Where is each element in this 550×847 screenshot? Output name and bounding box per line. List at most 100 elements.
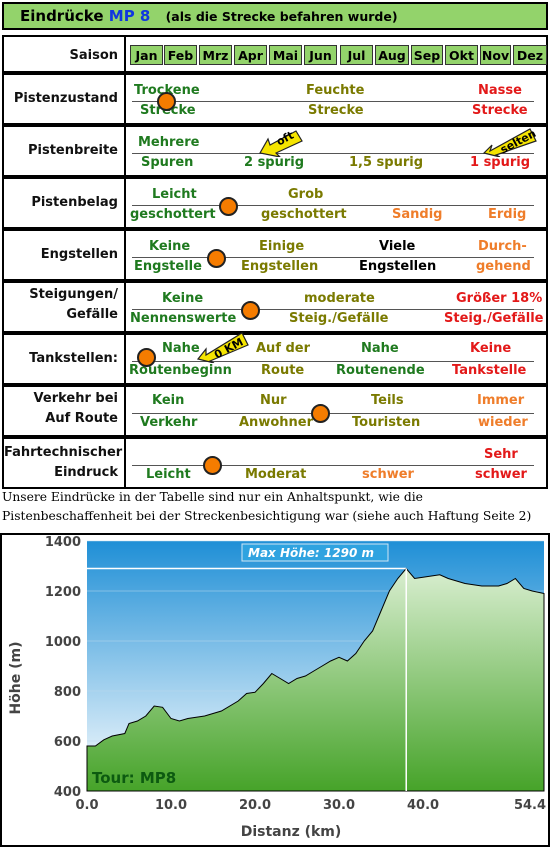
cell: Grob <box>288 187 324 202</box>
cell: Strecke <box>472 103 528 118</box>
cell: Feuchte <box>306 83 365 98</box>
month-sep: Sep <box>411 45 443 65</box>
tour-label: Tour: MP8 <box>92 769 176 787</box>
divider <box>124 75 126 123</box>
row-pistenbreite: Pistenbreite Mehrere Spuren 2 spurig 1,5… <box>2 125 548 177</box>
row-label: Steigungen/ <box>29 287 118 302</box>
cell: Leicht <box>146 467 191 482</box>
cell: Spuren <box>141 155 194 170</box>
annotation-box <box>241 543 389 562</box>
y-tick-label: 1000 <box>45 635 81 650</box>
row-fahrtechnik: Fahrtechnischer Eindruck Leicht Moderat … <box>2 437 548 489</box>
km-label: 0 KM <box>212 335 245 361</box>
y-tick-label: 600 <box>54 735 81 750</box>
cell: Engstellen <box>359 259 437 274</box>
month-feb: Feb <box>164 45 197 65</box>
cell: Trockene <box>134 83 200 98</box>
x-tick-label: 0.0 <box>75 798 98 813</box>
month-mai: Mai <box>269 45 302 65</box>
month-dez: Dez <box>513 45 547 65</box>
month-okt: Okt <box>445 45 478 65</box>
cell: Tankstelle <box>452 363 527 378</box>
cell: geschottert <box>130 207 216 222</box>
cell: Steig./Gefälle <box>289 311 389 326</box>
divider <box>124 179 126 227</box>
x-tick-label: 54.4 <box>514 798 546 813</box>
cell: Immer <box>477 393 525 408</box>
divider <box>124 335 126 383</box>
cell: Nahe <box>162 341 200 356</box>
cell: Keine <box>162 291 204 306</box>
x-axis: 0.0 10.0 20.0 30.0 40.0 54.4 <box>75 798 546 813</box>
elevation-profile: Max Höhe: 1290 m Tour: MP8 400 600 800 1000… <box>0 533 550 847</box>
cell: Mehrere <box>138 135 200 150</box>
cell: Engstellen <box>241 259 319 274</box>
impressions-table: Saison Jan Feb Mrz Apr Mai Jun Jul Aug Sep Okt Nov… <box>2 33 548 489</box>
scale-line <box>132 205 534 206</box>
cell: Auf der <box>256 341 311 356</box>
cell: Viele <box>379 239 416 254</box>
month-mrz: Mrz <box>199 45 232 65</box>
x-tick-label: 30.0 <box>323 798 355 813</box>
cell: 1,5 spurig <box>349 155 424 170</box>
cell: Route <box>261 363 305 378</box>
y-tick-label: 800 <box>54 685 81 700</box>
row-label: Fahrtechnischer <box>4 445 123 460</box>
y-tick-label: 1400 <box>45 535 81 550</box>
row-pistenbelag: Pistenbelag Leicht geschottert Grob gesc… <box>2 177 548 229</box>
scale-line <box>132 153 534 154</box>
row-tankstellen: Tankstellen: Nahe Routenbeginn Auf der R… <box>2 332 548 385</box>
cell: Touristen <box>352 415 421 430</box>
title-bar: Eindrücke MP 8 (als die Strecke befahren… <box>2 2 548 30</box>
row-label: Pistenbelag <box>31 195 118 210</box>
row-steigungen: Steigungen/ Gefälle Keine Nennenswerte m… <box>2 281 548 333</box>
cell: schwer <box>362 467 414 482</box>
row-label: Engstellen <box>40 247 118 262</box>
rating-dot <box>241 301 260 320</box>
row-label: Pistenzustand <box>13 91 118 106</box>
x-tick-label: 10.0 <box>155 798 187 813</box>
y-tick-label: 400 <box>54 785 81 800</box>
cell: Sandig <box>392 207 443 222</box>
scale-line <box>132 361 534 362</box>
cell: Verkehr <box>140 415 198 430</box>
cell: Durch- <box>478 239 527 254</box>
cell: wieder <box>478 415 528 430</box>
cell: Leicht <box>152 187 197 202</box>
row-label: Gefälle <box>66 307 118 322</box>
rating-dot <box>203 456 222 475</box>
row-label: Tankstellen: <box>29 351 118 366</box>
cell: Moderat <box>245 467 307 482</box>
rating-dot <box>157 92 176 111</box>
cell: Teils <box>371 393 404 408</box>
cell: Engstelle <box>134 259 202 274</box>
scale-line <box>132 257 534 258</box>
annotation-text: Max Höhe: 1290 m <box>248 546 374 560</box>
cell: Sehr <box>484 447 518 462</box>
cell: Erdig <box>488 207 527 222</box>
rating-dot <box>207 249 226 268</box>
scale-line <box>132 413 534 414</box>
cell: Einige <box>259 239 305 254</box>
cell: 2 spurig <box>244 155 305 170</box>
month-apr: Apr <box>234 45 267 65</box>
route-code: MP 8 <box>108 7 151 25</box>
x-axis-label: Distanz (km) <box>241 824 342 840</box>
scale-line <box>132 101 534 102</box>
cell: Strecke <box>308 103 364 118</box>
month-nov: Nov <box>480 45 511 65</box>
page-title: Eindrücke <box>20 7 104 25</box>
cell: Keine <box>470 341 512 356</box>
divider <box>124 231 126 279</box>
y-tick-label: 1200 <box>45 585 81 600</box>
cell: Routenbeginn <box>129 363 232 378</box>
cell: Steig./Gefälle <box>444 311 544 326</box>
max-annotation: Max Höhe: 1290 m <box>241 543 389 562</box>
divider <box>124 387 126 435</box>
row-verkehr: Verkehr bei Auf Route Kein Verkehr Nur A… <box>2 385 548 437</box>
selten-arrow-icon: selten <box>482 127 538 157</box>
row-label: Saison <box>69 48 118 63</box>
x-tick-label: 40.0 <box>407 798 439 813</box>
scale-line <box>132 309 534 310</box>
page-subtitle: (als die Strecke befahren wurde) <box>165 9 398 24</box>
